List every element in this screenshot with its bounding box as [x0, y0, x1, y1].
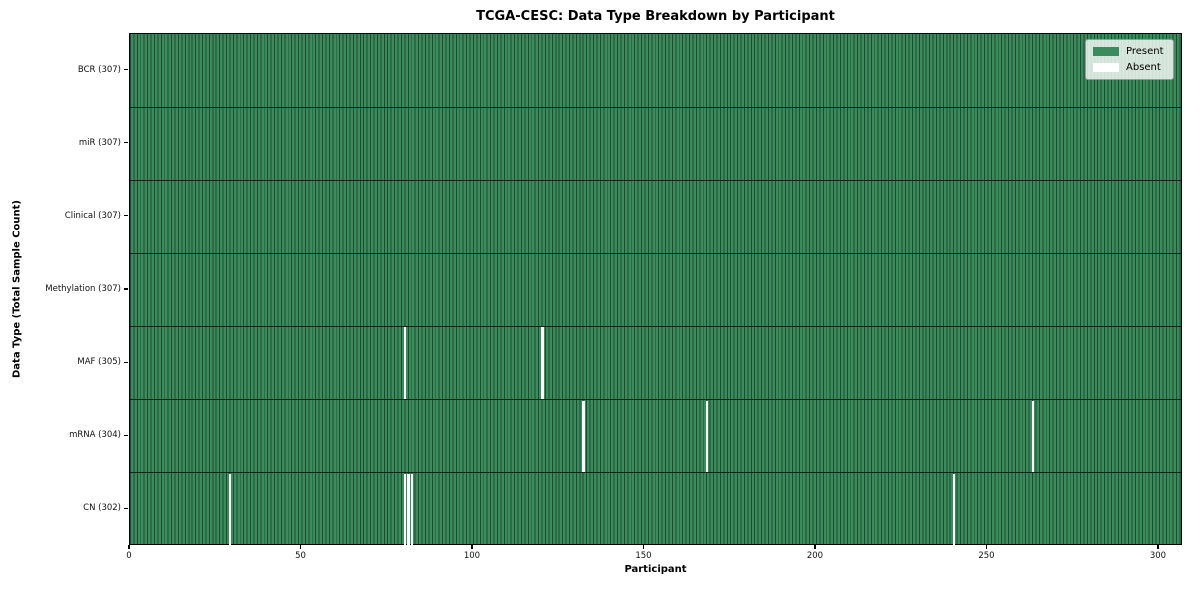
row-divider: [130, 472, 1181, 474]
absent-cell-mRNA-132: [582, 400, 585, 472]
legend-entry-absent: Absent: [1093, 62, 1164, 73]
y-tick: [124, 507, 128, 510]
y-tick-label-Clinical: Clinical (307): [64, 210, 121, 221]
x-tick: [985, 545, 988, 549]
absent-cell-CN-80: [403, 473, 407, 545]
y-tick: [124, 215, 128, 217]
absent-cell-mRNA-168: [705, 400, 709, 472]
y-tick-label-CN: CN (302): [83, 503, 121, 514]
x-tick-label: 300: [1149, 551, 1167, 561]
y-tick: [124, 361, 128, 363]
plot-area: [129, 33, 1182, 545]
x-tick-label: 100: [463, 551, 481, 561]
absent-cell-mRNA-263: [1031, 400, 1035, 472]
y-tick-label-BCR: BCR (307): [77, 64, 121, 75]
absent-cell-CN-82: [410, 473, 414, 545]
y-axis-label: Data Type (Total Sample Count): [11, 199, 23, 379]
absent-cell-MAF-120: [541, 327, 544, 399]
absent-cell-MAF-80: [403, 327, 407, 399]
y-tick-label-Methylation: Methylation (307): [45, 284, 121, 294]
absent-swatch-icon: [1093, 63, 1119, 72]
x-axis-label: Participant: [624, 564, 687, 575]
x-tick-label: 200: [806, 551, 824, 561]
y-tick: [124, 142, 128, 144]
absent-cell-CN-240: [952, 473, 956, 545]
row-divider: [130, 252, 1181, 255]
y-tick-label-miR: miR (307): [78, 137, 121, 148]
x-tick-label: 250: [978, 551, 995, 561]
x-tick-label: 150: [635, 551, 652, 561]
x-tick: [814, 545, 816, 549]
x-tick: [1157, 545, 1159, 549]
x-tick: [299, 545, 302, 549]
row-divider: [130, 399, 1181, 401]
absent-cell-CN-81: [407, 473, 410, 545]
legend-label-present: Present: [1126, 46, 1164, 57]
legend-label-absent: Absent: [1126, 62, 1161, 73]
row-divider: [130, 325, 1181, 328]
y-tick: [124, 288, 128, 290]
y-tick-label-mRNA: mRNA (304): [69, 430, 121, 441]
x-tick: [471, 545, 473, 549]
row-divider: [130, 179, 1181, 181]
x-tick: [642, 545, 645, 549]
y-tick: [124, 68, 128, 71]
legend: Present Absent: [1085, 39, 1174, 80]
present-swatch-icon: [1093, 47, 1119, 56]
y-tick-label-MAF: MAF (305): [77, 357, 121, 368]
x-tick-label: 50: [295, 551, 306, 561]
absent-cell-CN-29: [229, 473, 232, 545]
x-tick-label: 0: [126, 551, 132, 561]
legend-entry-present: Present: [1093, 46, 1164, 57]
x-tick: [128, 545, 130, 549]
chart-title: TCGA-CESC: Data Type Breakdown by Partic…: [476, 9, 835, 24]
y-tick: [124, 434, 128, 436]
row-divider: [130, 106, 1181, 108]
